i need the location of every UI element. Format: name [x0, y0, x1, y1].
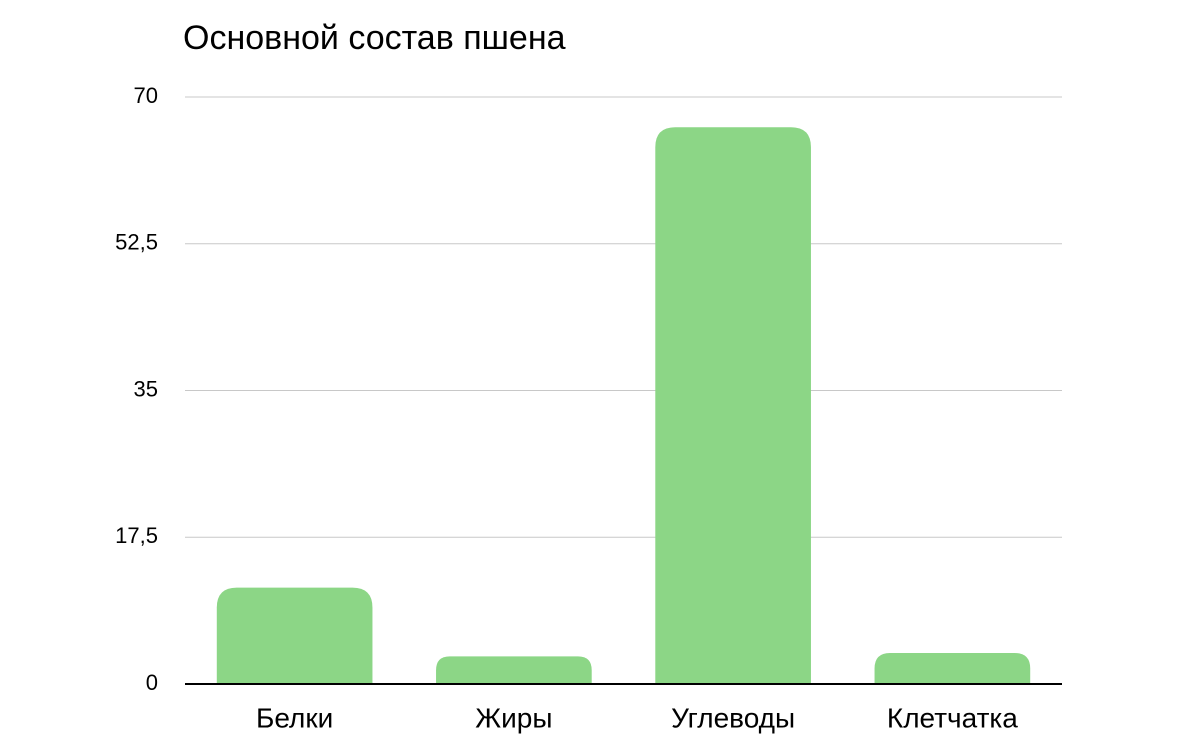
y-tick-label: 70: [134, 83, 158, 108]
x-tick-label: Клетчатка: [887, 702, 1018, 733]
y-tick-label: 52,5: [115, 230, 158, 255]
bar: [436, 656, 592, 684]
bar: [655, 127, 811, 684]
bar: [216, 587, 373, 684]
y-tick-label: 0: [146, 670, 158, 695]
x-tick-label: Углеводы: [671, 702, 795, 733]
y-tick-label: 35: [134, 376, 158, 401]
x-tick-label: Белки: [256, 702, 333, 733]
bar: [874, 652, 1031, 684]
x-tick-label: Жиры: [475, 702, 552, 733]
y-tick-label: 17,5: [115, 523, 158, 548]
chart-title: Основной состав пшена: [183, 19, 566, 57]
